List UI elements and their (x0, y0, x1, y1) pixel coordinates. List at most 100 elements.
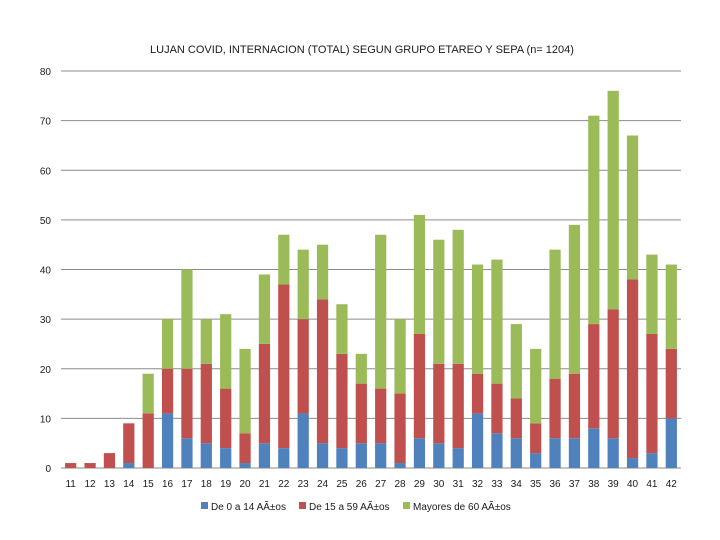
bar-segment (394, 393, 406, 464)
bar-segment (433, 363, 445, 444)
x-tick-label: 36 (549, 479, 561, 490)
bar-segment (220, 448, 232, 468)
x-axis-ticks: 11 12 13 14 15 16 17 18 19 20 21 22 23 24 25 26 27 28 29 30… (65, 479, 677, 490)
bar-segment (568, 224, 581, 374)
x-tick-label: 33 (491, 479, 503, 490)
bar-segment (123, 423, 135, 464)
y-axis-ticks: 0 10 20 30 40 50 60 70 80 (40, 67, 52, 475)
bar-segment (355, 443, 367, 468)
bar-segment (568, 438, 581, 468)
legend-swatch (299, 502, 306, 509)
x-tick-label: 24 (317, 479, 329, 490)
bar-segment (161, 368, 174, 414)
bar-segment (646, 254, 658, 335)
x-tick-label: 30 (433, 479, 445, 490)
bar-segment (258, 274, 271, 344)
bar-segment (510, 324, 522, 399)
bar-segment (336, 304, 348, 354)
bar-segment (413, 334, 426, 439)
bar-segment (665, 264, 677, 349)
bar-segment (568, 373, 581, 439)
bar-segment (278, 284, 290, 449)
bar-segment (452, 363, 464, 449)
x-tick-label: 35 (530, 479, 542, 490)
bar-segment (181, 269, 193, 369)
bar-segment (142, 413, 154, 468)
bar-segment (297, 249, 309, 320)
x-tick-label: 14 (123, 479, 135, 490)
legend-label: De 0 a 14 AÃ±os (211, 500, 286, 513)
x-tick-label: 22 (278, 479, 290, 490)
bar-segment (258, 343, 271, 444)
bar-segment (278, 448, 290, 468)
bar-segment (239, 433, 251, 464)
x-tick-label: 21 (259, 479, 271, 490)
bar-segment (123, 463, 135, 468)
y-tick-label: 10 (40, 414, 52, 425)
bar-segment (336, 353, 348, 449)
x-tick-label: 12 (84, 479, 96, 490)
bar-segment (161, 413, 174, 468)
bar-segment (452, 448, 464, 468)
x-tick-label: 18 (201, 479, 213, 490)
y-tick-label: 30 (40, 315, 52, 326)
bar-segment (355, 383, 367, 444)
legend-swatch (403, 502, 410, 509)
bar-segment (646, 453, 658, 468)
x-tick-label: 17 (181, 479, 193, 490)
x-tick-label: 13 (104, 479, 116, 490)
x-tick-label: 16 (162, 479, 174, 490)
bar-segment (278, 234, 290, 285)
bar-segment (258, 443, 271, 468)
bar-segment (510, 438, 522, 468)
bar-segment (471, 413, 484, 468)
bar-segment (65, 463, 77, 468)
x-tick-label: 32 (472, 479, 484, 490)
bar-segment (161, 319, 174, 369)
y-tick-label: 60 (40, 166, 52, 177)
bar-segment (433, 443, 445, 468)
bar-segment (239, 463, 251, 468)
bar-segment (375, 234, 387, 389)
bar-segment (471, 373, 484, 414)
bar-segment (491, 259, 503, 384)
legend-label: De 15 a 59 AÃ±os (309, 500, 390, 513)
x-tick-label: 38 (588, 479, 600, 490)
x-tick-label: 11 (65, 479, 76, 490)
x-tick-label: 20 (239, 479, 251, 490)
x-tick-label: 23 (298, 479, 310, 490)
x-tick-label: 27 (375, 479, 387, 490)
x-tick-label: 41 (646, 479, 658, 490)
y-tick-label: 80 (40, 67, 52, 78)
x-tick-label: 15 (143, 479, 155, 490)
x-tick-label: 26 (356, 479, 368, 490)
bar-segment (549, 378, 561, 439)
bar-segment (588, 428, 600, 468)
bar-segment (220, 388, 232, 449)
chart-title: LUJAN COVID, INTERNACION (TOTAL) SEGUN G… (150, 44, 574, 56)
bar-segment (375, 388, 387, 444)
bar-segment (220, 314, 232, 389)
bar-segment (549, 249, 561, 379)
legend-swatch (201, 502, 208, 509)
bar-segment (626, 135, 639, 280)
bar-segment (200, 443, 212, 468)
bar-segment (471, 264, 484, 374)
x-tick-label: 34 (511, 479, 523, 490)
bar-segment (607, 90, 619, 310)
x-tick-label: 42 (666, 479, 678, 490)
bar-segment (452, 229, 464, 364)
bar-segment (142, 373, 154, 414)
bar-segment (491, 433, 503, 468)
legend: De 0 a 14 AÃ±os De 15 a 59 AÃ±os Mayores d… (201, 500, 511, 513)
bar-segment (394, 463, 406, 468)
bars (65, 90, 677, 469)
x-tick-label: 39 (608, 479, 620, 490)
bar-segment (607, 438, 619, 468)
bar-segment (200, 319, 212, 364)
bar-segment (181, 438, 193, 468)
bar-segment (588, 115, 600, 325)
y-tick-label: 0 (45, 464, 51, 475)
y-tick-label: 20 (40, 365, 52, 376)
